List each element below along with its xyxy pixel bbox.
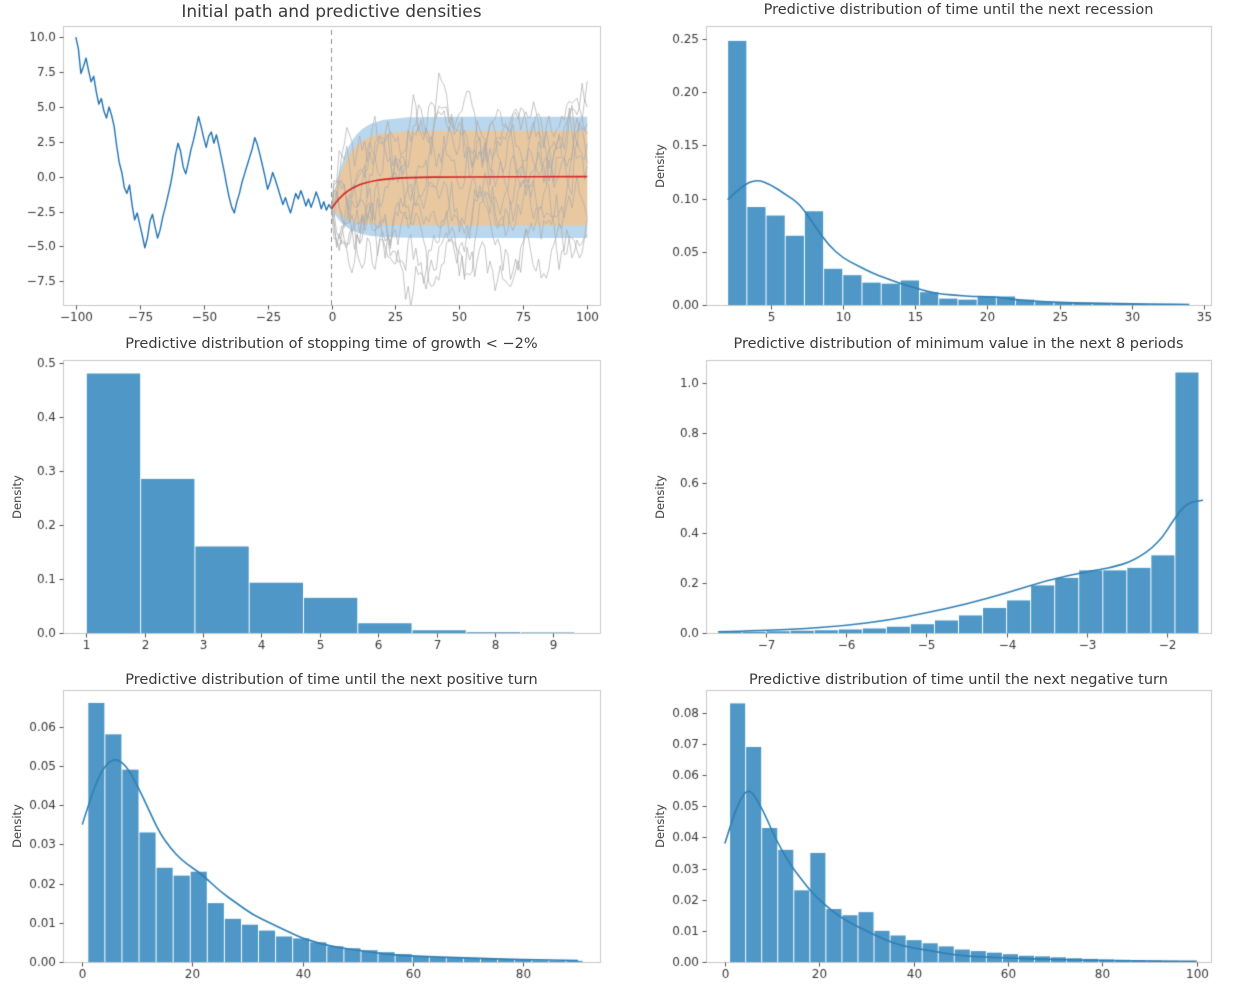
y-axis-label: Density bbox=[653, 474, 667, 519]
plot-title: Predictive distribution of minimum value… bbox=[733, 336, 1184, 352]
subplot-minimum-value: Predictive distribution of minimum value… bbox=[628, 336, 1259, 672]
subplot-next-negative-turn: Predictive distribution of time until th… bbox=[628, 672, 1259, 992]
plot-title: Predictive distribution of time until th… bbox=[125, 672, 538, 688]
minimum-value-histogram-canvas bbox=[628, 336, 1259, 672]
y-axis-label: Density bbox=[653, 804, 667, 848]
positive-turn-histogram-canvas bbox=[0, 672, 628, 992]
plot-title: Predictive distribution of stopping time… bbox=[125, 336, 538, 352]
initial-path-plot-canvas bbox=[0, 0, 628, 336]
subplot-stopping-time-growth: Predictive distribution of stopping time… bbox=[0, 336, 628, 672]
plot-title: Predictive distribution of time until th… bbox=[763, 2, 1154, 18]
plot-title: Predictive distribution of time until th… bbox=[749, 672, 1168, 688]
stopping-time-histogram-canvas bbox=[0, 336, 628, 672]
subplot-initial-path: Initial path and predictive densities bbox=[0, 0, 628, 336]
recession-histogram-canvas bbox=[628, 0, 1259, 336]
y-axis-label: Density bbox=[10, 804, 24, 848]
plot-title: Initial path and predictive densities bbox=[181, 2, 482, 22]
subplot-time-until-recession: Predictive distribution of time until th… bbox=[628, 0, 1259, 336]
subplot-next-positive-turn: Predictive distribution of time until th… bbox=[0, 672, 628, 992]
y-axis-label: Density bbox=[653, 143, 667, 188]
y-axis-label: Density bbox=[10, 474, 24, 519]
negative-turn-histogram-canvas bbox=[628, 672, 1259, 992]
